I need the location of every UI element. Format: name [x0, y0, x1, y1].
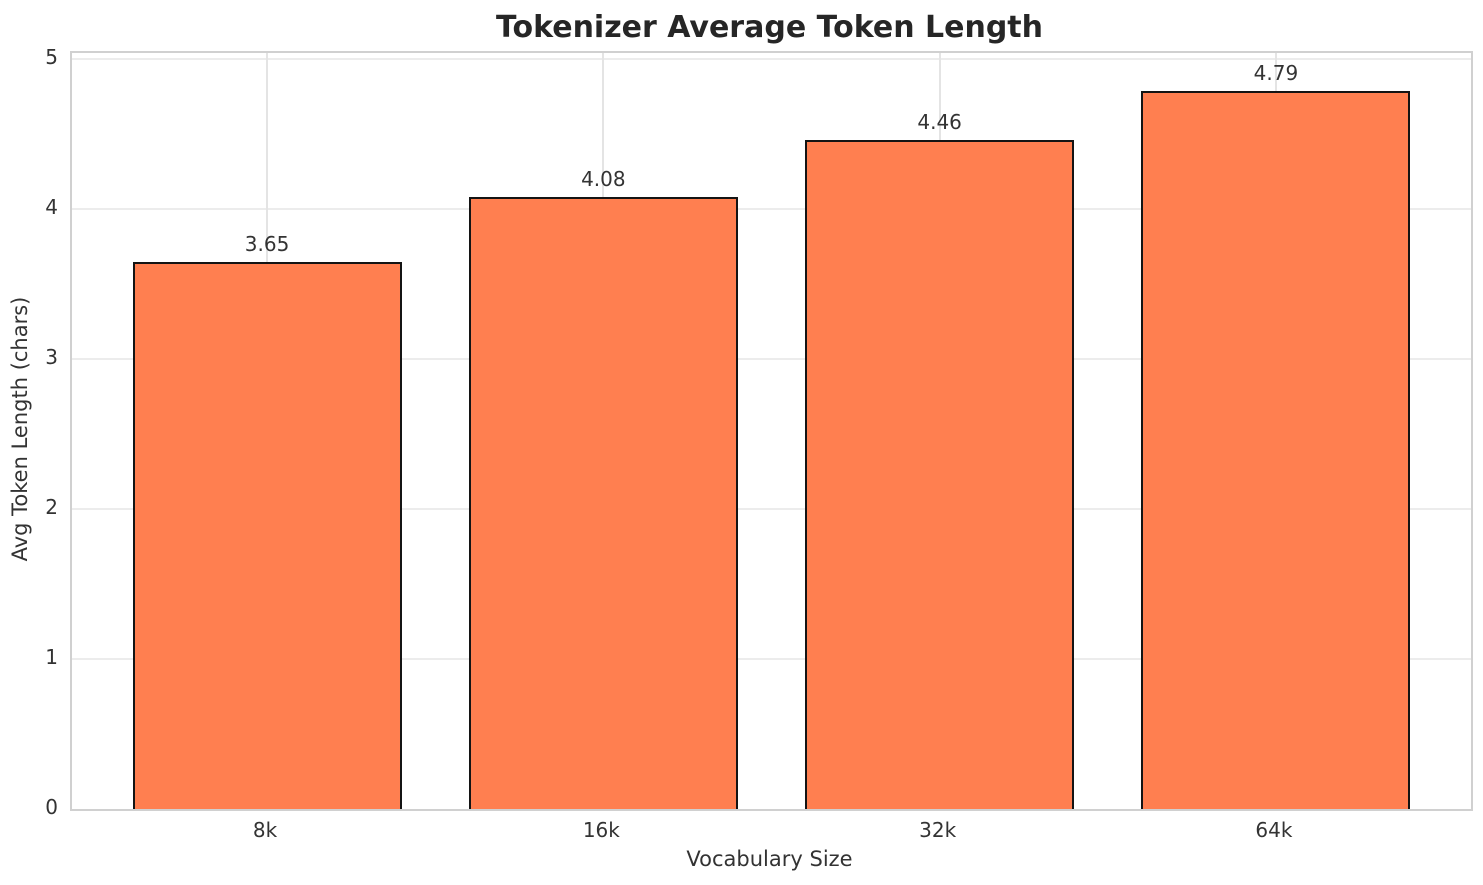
- plot-area: 3.65 4.08 4.46 4.79: [70, 51, 1473, 811]
- gridline-y-5: [72, 58, 1471, 60]
- gridline-y-1: [72, 658, 1471, 660]
- y-axis-label: Avg Token Length (chars): [8, 296, 32, 562]
- bar-value-label-16k: 4.08: [581, 167, 626, 191]
- gridline-y-4: [72, 208, 1471, 210]
- x-tick-label-64k: 64k: [1255, 818, 1293, 842]
- y-tick-label-0: 0: [45, 795, 58, 819]
- y-tick-label-3: 3: [45, 345, 58, 369]
- bar-64k: [1141, 90, 1411, 809]
- y-tick-label-2: 2: [45, 495, 58, 519]
- chart-title: Tokenizer Average Token Length: [495, 10, 1043, 45]
- x-tick-label-16k: 16k: [582, 818, 620, 842]
- bar-16k: [468, 197, 738, 809]
- bar-32k: [805, 140, 1075, 809]
- bar-value-label-8k: 3.65: [244, 231, 290, 256]
- x-tick-label-32k: 32k: [919, 818, 957, 842]
- gridline-y-3: [72, 358, 1471, 360]
- y-tick-label-4: 4: [45, 195, 58, 219]
- x-axis-label: Vocabulary Size: [686, 847, 853, 871]
- bar-value-label-64k: 4.79: [1253, 60, 1299, 85]
- y-tick-label-1: 1: [45, 645, 58, 669]
- gridline-y-2: [72, 508, 1471, 510]
- x-tick-label-8k: 8k: [252, 818, 278, 842]
- y-tick-label-5: 5: [45, 45, 58, 69]
- bar-value-label-32k: 4.46: [917, 110, 962, 134]
- bar-8k: [132, 261, 402, 809]
